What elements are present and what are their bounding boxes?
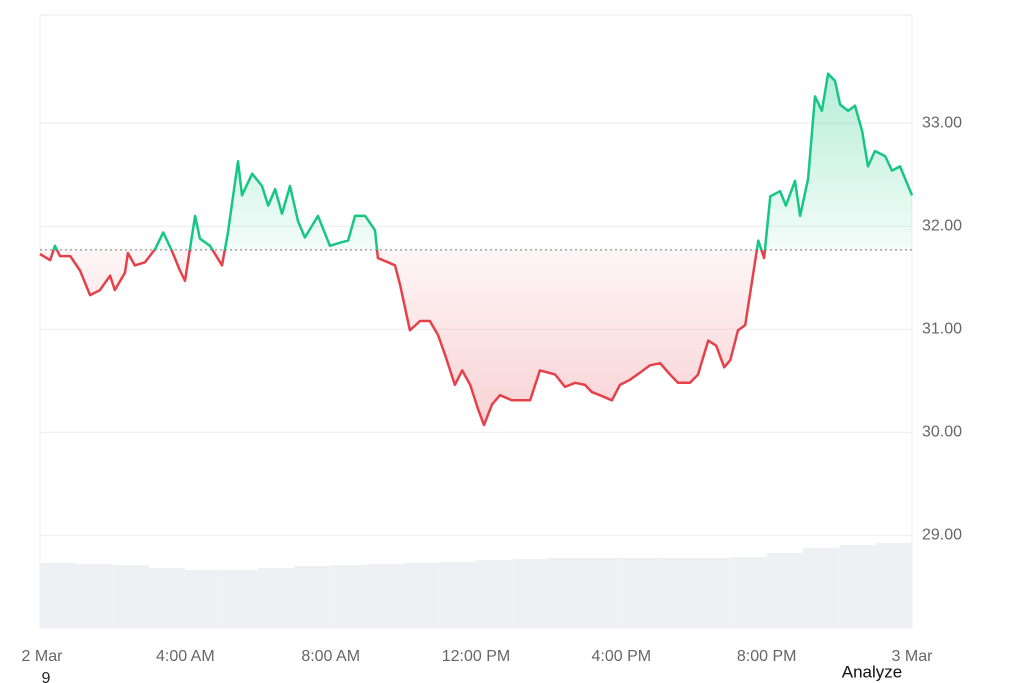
volume-bar [512,559,549,628]
volume-bar [294,566,331,628]
x-tick-label: 8:00 AM [301,648,360,665]
volume-bar [403,563,440,628]
y-tick-label: 33.00 [922,114,962,131]
y-tick-label: 32.00 [922,217,962,234]
volume-bar [548,558,585,628]
x-tick-label: 12:00 PM [442,648,510,665]
x-tick-label: 3 Mar [892,648,934,665]
y-tick-label: 30.00 [922,423,962,440]
volume-bar [730,557,767,628]
y-tick-label: 31.00 [922,320,962,337]
volume-bar [875,543,912,628]
volume-bar [657,558,694,628]
volume-bar [40,563,77,628]
volume-bar [367,564,404,628]
x-tick-label: 8:00 PM [737,648,797,665]
volume-bar [149,568,186,628]
x-tick-label: 4:00 AM [156,648,215,665]
volume-bar [112,565,149,628]
volume-bar [839,545,876,628]
footer-label: 9 [42,670,51,683]
analyze-button[interactable]: Analyze [842,662,902,681]
volume-bar [76,564,113,628]
volume-bar [585,558,622,628]
volume-bar [621,558,658,628]
volume-bar [221,570,258,628]
volume-bar [258,568,295,628]
y-tick-label: 29.00 [922,526,962,543]
area [40,73,912,425]
volume-bar [803,548,840,628]
volume-bar [439,562,476,628]
volume-bar [476,560,513,628]
x-tick-label: 2 Mar [22,648,64,665]
volume-bar [185,570,222,628]
x-tick-label: 4:00 PM [592,648,652,665]
volume-bar [694,558,731,628]
price-line [39,72,914,427]
volume-bar [766,553,803,628]
volume-bar [330,565,367,628]
